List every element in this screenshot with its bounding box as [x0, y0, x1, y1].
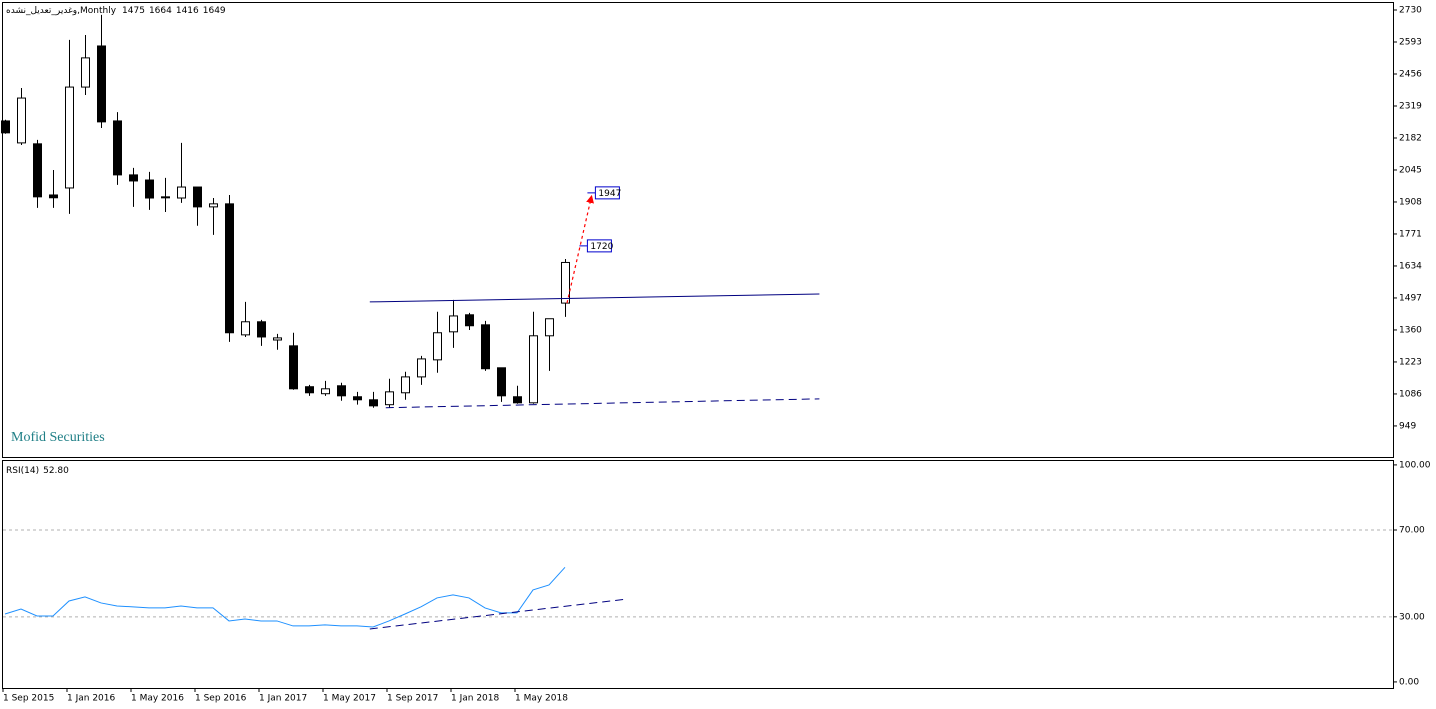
candle-body [1, 120, 10, 134]
symbol-title: وغدیر_تعدیل_نشده,Monthly [6, 6, 117, 16]
rsi-panel-frame [2, 460, 1394, 689]
x-tick-label: 1 Sep 2017 [387, 694, 438, 704]
candle-body [145, 179, 154, 199]
candle-body [417, 358, 426, 378]
x-tick-label: 1 May 2016 [131, 694, 184, 704]
y-tick-label: 30.00 [1399, 612, 1425, 622]
candle-body [209, 203, 218, 208]
candle-body [161, 196, 170, 199]
candle-body [225, 203, 234, 334]
rsi-title: RSI(14) [6, 466, 39, 476]
x-tick-label: 1 Jan 2017 [259, 694, 307, 704]
y-tick-label: 70.00 [1399, 526, 1425, 536]
candle-body [449, 315, 458, 333]
y-tick-label: 2593 [1399, 38, 1422, 48]
candle-body [257, 321, 266, 338]
y-tick-label: 2456 [1399, 69, 1422, 79]
target-box [586, 239, 612, 253]
y-tick-label: 2182 [1399, 133, 1422, 143]
candle-body [321, 388, 330, 395]
candle-body [97, 45, 106, 123]
x-tick-label: 1 May 2018 [515, 694, 568, 704]
y-tick-label: 100.00 [1399, 460, 1431, 470]
target-box [594, 186, 620, 200]
x-tick-label: 1 Jan 2018 [451, 694, 499, 704]
rsi-line [4, 567, 566, 628]
header-high: 1664 [149, 6, 172, 16]
candle-body [33, 143, 42, 198]
y-tick-label: 1771 [1399, 229, 1422, 239]
candle-body [529, 335, 538, 404]
rsi-header: RSI(14) 52.80 [6, 466, 69, 476]
candle-body [177, 186, 186, 199]
x-tick-label: 1 Sep 2016 [195, 694, 247, 704]
trendline [369, 293, 820, 303]
candle-body [481, 324, 490, 370]
y-tick-label: 1497 [1399, 293, 1422, 303]
candle-body [465, 314, 474, 327]
y-tick-label: 1223 [1399, 357, 1422, 367]
y-tick-label: 1086 [1399, 389, 1422, 399]
candle-body [385, 391, 394, 406]
x-tick-label: 1 May 2017 [323, 694, 376, 704]
candle-body [401, 376, 410, 394]
candle-body [433, 332, 442, 361]
x-tick-label: 1 Sep 2015 [3, 694, 54, 704]
target-label: 1947 [598, 189, 621, 199]
y-tick-label: 2319 [1399, 101, 1422, 111]
candle-body [289, 345, 298, 390]
candle-body [193, 186, 202, 208]
candle-body [305, 386, 314, 394]
header-close: 1649 [203, 6, 226, 16]
candle-body [353, 396, 362, 401]
y-tick-label: 1360 [1399, 325, 1422, 335]
candle-body [113, 120, 122, 176]
candle-body [369, 399, 378, 407]
header-low: 1416 [176, 6, 199, 16]
trendline [369, 598, 628, 630]
price-header: وغدیر_تعدیل_نشده,Monthly 1475 1664 1416 1649 [6, 6, 226, 16]
candle-body [65, 86, 74, 189]
candle-body [513, 396, 522, 404]
candle-body [49, 194, 58, 199]
trendline [385, 398, 820, 409]
y-tick-label: 2730 [1399, 6, 1422, 16]
x-tick-label: 1 Jan 2016 [67, 694, 115, 704]
y-tick-label: 2045 [1399, 165, 1422, 175]
candle-body [17, 97, 26, 144]
candle-body [81, 57, 90, 88]
header-open: 1475 [122, 6, 145, 16]
candle-body [545, 318, 554, 337]
candle-body [273, 337, 282, 341]
y-tick-label: 1908 [1399, 197, 1422, 207]
candle-body [337, 385, 346, 397]
candle-body [561, 261, 570, 304]
candle-body [241, 321, 250, 336]
target-label: 1720 [590, 242, 613, 252]
y-tick-label: 1634 [1399, 261, 1422, 271]
target-arrow [566, 194, 594, 304]
rsi-current: 52.80 [43, 466, 69, 476]
y-tick-label: 949 [1399, 421, 1416, 431]
watermark: Mofid Securities [11, 430, 105, 445]
y-tick-label: 0.00 [1399, 677, 1419, 687]
candle-body [129, 174, 138, 182]
candle-body [497, 367, 506, 397]
price-panel-frame [2, 2, 1394, 458]
